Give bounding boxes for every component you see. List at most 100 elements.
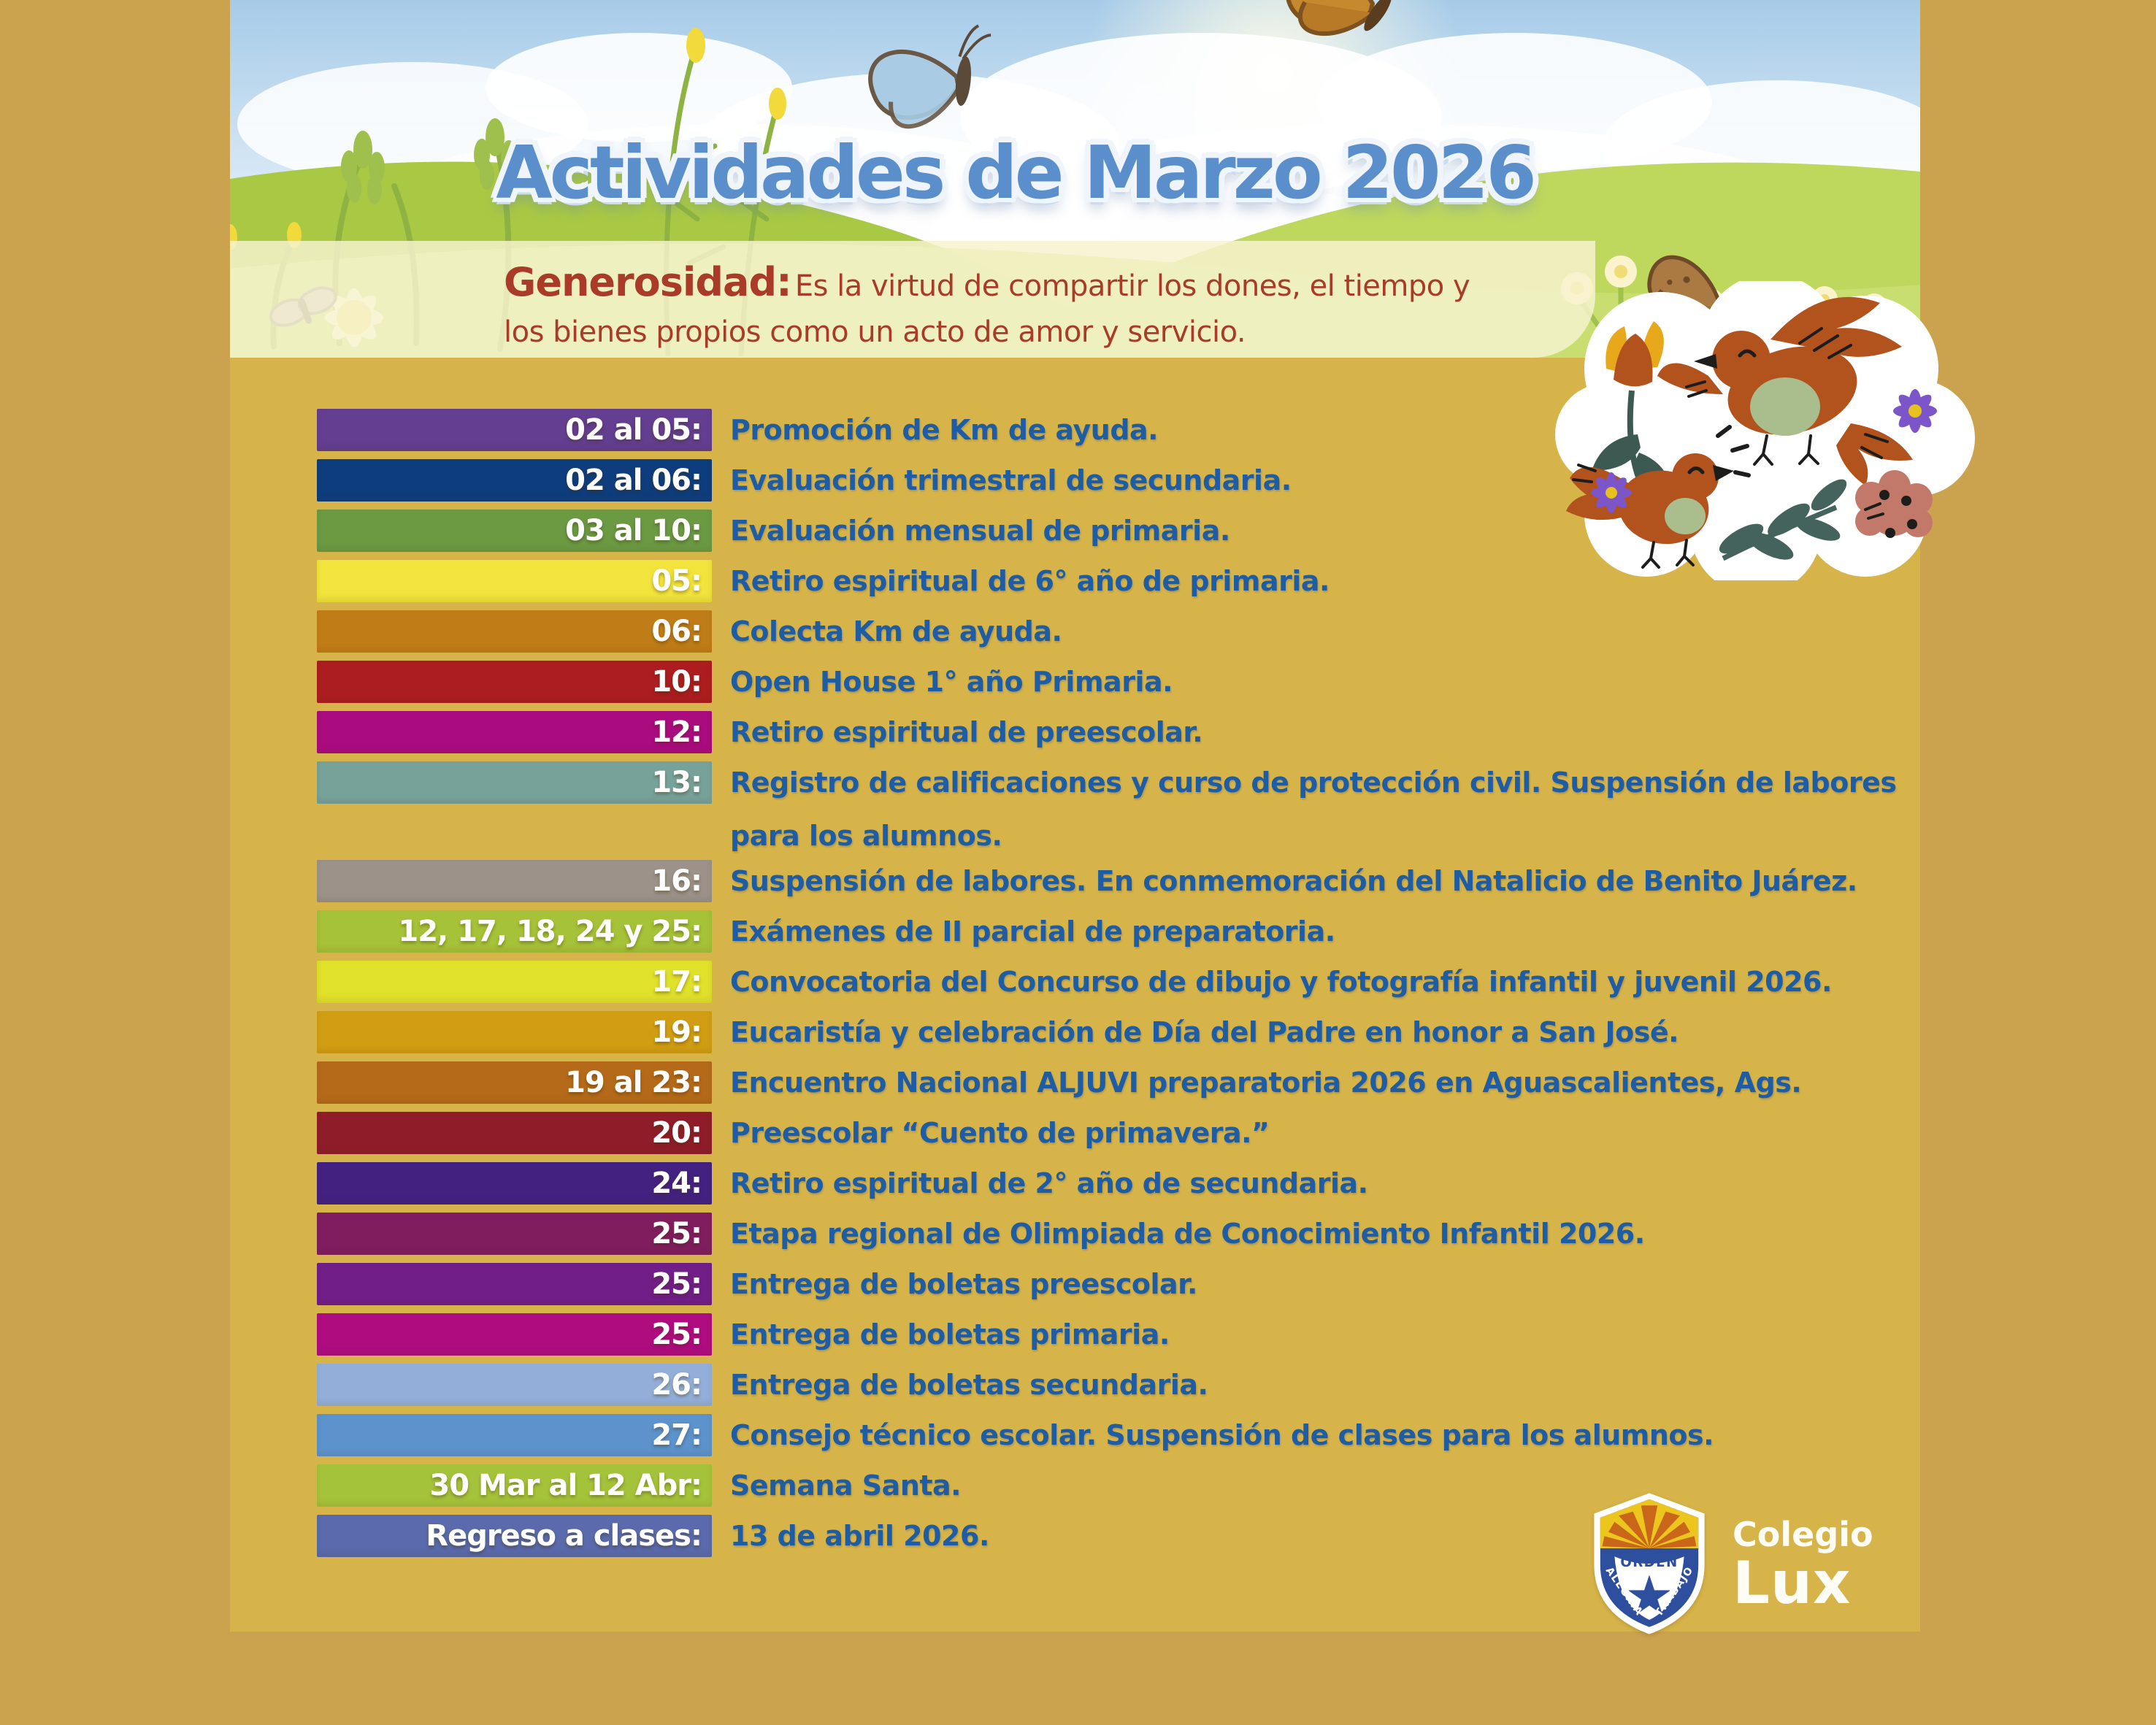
virtue-strip	[230, 241, 1595, 358]
date-bar: 05:	[317, 560, 712, 602]
activity-line1: Etapa regional de Olimpiada de Conocimie…	[730, 1218, 1645, 1250]
calendar-row: 17: Convocatoria del Concurso de dibujo …	[317, 961, 1952, 1003]
calendar-row: 05: Retiro espiritual de 6° año de prima…	[317, 560, 1952, 602]
activity-text: Retiro espiritual de preescolar.	[730, 711, 1203, 753]
school-name-bottom: Lux	[1733, 1549, 1852, 1617]
activity-line1: Retiro espiritual de 2° año de secundari…	[730, 1167, 1368, 1199]
virtue-text-1: Es la virtud de compartir los dones, el …	[794, 269, 1470, 303]
school-logo: ORDEN ALEGRIA TRABAJO Colegio Lux	[1588, 1491, 1873, 1637]
activity-line1: Preescolar “Cuento de primavera.”	[730, 1117, 1270, 1149]
flower-purple-right-icon	[1893, 389, 1937, 433]
school-name: Colegio Lux	[1733, 1515, 1873, 1613]
date-label: 03 al 10:	[565, 514, 702, 548]
activity-line1: Registro de calificaciones y curso de pr…	[730, 767, 1897, 799]
activity-text: Entrega de boletas secundaria.	[730, 1364, 1208, 1406]
flower-purple-left-icon	[1591, 472, 1632, 513]
activity-line1: Consejo técnico escolar. Suspensión de c…	[730, 1419, 1714, 1451]
date-bar: 13:	[317, 761, 712, 804]
activity-line1: Entrega de boletas preescolar.	[730, 1268, 1197, 1300]
activity-text: Suspensión de labores. En conmemoración …	[730, 860, 1857, 902]
virtue-definition: Generosidad: Es la virtud de compartir l…	[504, 254, 1643, 353]
activity-text: Retiro espiritual de 2° año de secundari…	[730, 1162, 1368, 1205]
calendar-row: 25: Etapa regional de Olimpiada de Conoc…	[317, 1213, 1952, 1255]
date-label: Regreso a clases:	[426, 1519, 702, 1553]
activity-text: Preescolar “Cuento de primavera.”	[730, 1112, 1270, 1154]
date-bar: 16:	[317, 860, 712, 902]
date-label: 30 Mar al 12 Abr:	[429, 1469, 702, 1502]
calendar-rows: 02 al 05: Promoción de Km de ayuda. 02 a…	[317, 409, 1952, 1565]
virtue-label: Generosidad:	[504, 259, 792, 305]
activity-line1: Colecta Km de ayuda.	[730, 615, 1062, 648]
date-label: 05:	[651, 564, 702, 598]
activity-line1: Encuentro Nacional ALJUVI preparatoria 2…	[730, 1067, 1802, 1099]
date-bar: 12, 17, 18, 24 y 25:	[317, 910, 712, 953]
calendar-row: 19: Eucaristía y celebración de Día del …	[317, 1011, 1952, 1053]
flower-pink-icon	[1855, 470, 1933, 538]
activity-text: Evaluación mensual de primaria.	[730, 510, 1230, 552]
activity-text: Entrega de boletas primaria.	[730, 1313, 1170, 1356]
date-label: 10:	[651, 665, 702, 699]
activity-line1: Semana Santa.	[730, 1469, 962, 1502]
activity-line1: Retiro espiritual de preescolar.	[730, 716, 1203, 748]
date-bar: 17:	[317, 961, 712, 1003]
date-label: 20:	[651, 1116, 702, 1150]
calendar-row: 13: Registro de calificaciones y curso d…	[317, 761, 1952, 852]
activity-line2: para los alumnos.	[730, 820, 1002, 852]
calendar-row: 30 Mar al 12 Abr: Semana Santa.	[317, 1464, 1952, 1507]
activity-text: Retiro espiritual de 6° año de primaria.	[730, 560, 1330, 602]
activity-line1: Eucaristía y celebración de Día del Padr…	[730, 1016, 1679, 1048]
calendar-row: 02 al 05: Promoción de Km de ayuda.	[317, 409, 1952, 451]
activity-line1: Exámenes de II parcial de preparatoria.	[730, 915, 1335, 948]
activity-text: Colecta Km de ayuda.	[730, 610, 1062, 653]
bird-flying-icon	[1657, 296, 1913, 485]
page-title: Actividades de Marzo 2026	[496, 130, 1537, 215]
date-label: 25:	[651, 1318, 702, 1351]
song-marks	[1716, 425, 1751, 477]
calendar-row: 25: Entrega de boletas primaria.	[317, 1313, 1952, 1356]
calendar-row: Regreso a clases: 13 de abril 2026.	[317, 1515, 1952, 1557]
date-bar: 10:	[317, 661, 712, 703]
activity-text: Eucaristía y celebración de Día del Padr…	[730, 1011, 1679, 1053]
date-label: 26:	[651, 1368, 702, 1402]
activity-text: Encuentro Nacional ALJUVI preparatoria 2…	[730, 1061, 1802, 1104]
calendar-row: 02 al 06: Evaluación trimestral de secun…	[317, 459, 1952, 502]
activity-text: Open House 1° año Primaria.	[730, 661, 1173, 703]
calendar-row: 12: Retiro espiritual de preescolar.	[317, 711, 1952, 753]
date-label: 27:	[651, 1418, 702, 1452]
wheat-spikes	[341, 118, 517, 204]
date-label: 19:	[651, 1015, 702, 1049]
date-label: 19 al 23:	[565, 1066, 702, 1099]
date-bar: 12:	[317, 711, 712, 753]
date-label: 12, 17, 18, 24 y 25:	[398, 915, 702, 948]
activity-text: 13 de abril 2026.	[730, 1515, 989, 1557]
date-bar: 27:	[317, 1414, 712, 1456]
date-label: 24:	[651, 1167, 702, 1200]
activity-text: Consejo técnico escolar. Suspensión de c…	[730, 1414, 1714, 1456]
activity-line1: 13 de abril 2026.	[730, 1520, 989, 1552]
date-bar: 02 al 06:	[317, 459, 712, 502]
date-label: 12:	[651, 715, 702, 749]
date-bar: 26:	[317, 1364, 712, 1406]
date-bar: 06:	[317, 610, 712, 653]
leaf-branch-icon	[1719, 479, 1847, 561]
activity-text: Evaluación trimestral de secundaria.	[730, 459, 1292, 502]
date-bar: 19 al 23:	[317, 1061, 712, 1104]
calendar-row: 12, 17, 18, 24 y 25: Exámenes de II parc…	[317, 910, 1952, 953]
date-label: 13:	[651, 766, 702, 799]
calendar-row: 06: Colecta Km de ayuda.	[317, 610, 1952, 653]
activity-line1: Suspensión de labores. En conmemoración …	[730, 865, 1857, 897]
date-label: 17:	[651, 965, 702, 999]
date-bar: 25:	[317, 1313, 712, 1356]
date-label: 25:	[651, 1267, 702, 1301]
date-label: 16:	[651, 864, 702, 898]
calendar-row: 03 al 10: Evaluación mensual de primaria…	[317, 510, 1952, 552]
school-name-top: Colegio	[1733, 1515, 1873, 1554]
activity-line1: Promoción de Km de ayuda.	[730, 414, 1159, 446]
calendar-row: 25: Entrega de boletas preescolar.	[317, 1263, 1952, 1305]
activity-text: Entrega de boletas preescolar.	[730, 1263, 1197, 1305]
activity-line1: Convocatoria del Concurso de dibujo y fo…	[730, 966, 1832, 998]
virtue-line1: Generosidad: Es la virtud de compartir l…	[504, 254, 1643, 311]
birds-sticker	[1555, 281, 1975, 580]
calendar-row: 24: Retiro espiritual de 2° año de secun…	[317, 1162, 1952, 1205]
